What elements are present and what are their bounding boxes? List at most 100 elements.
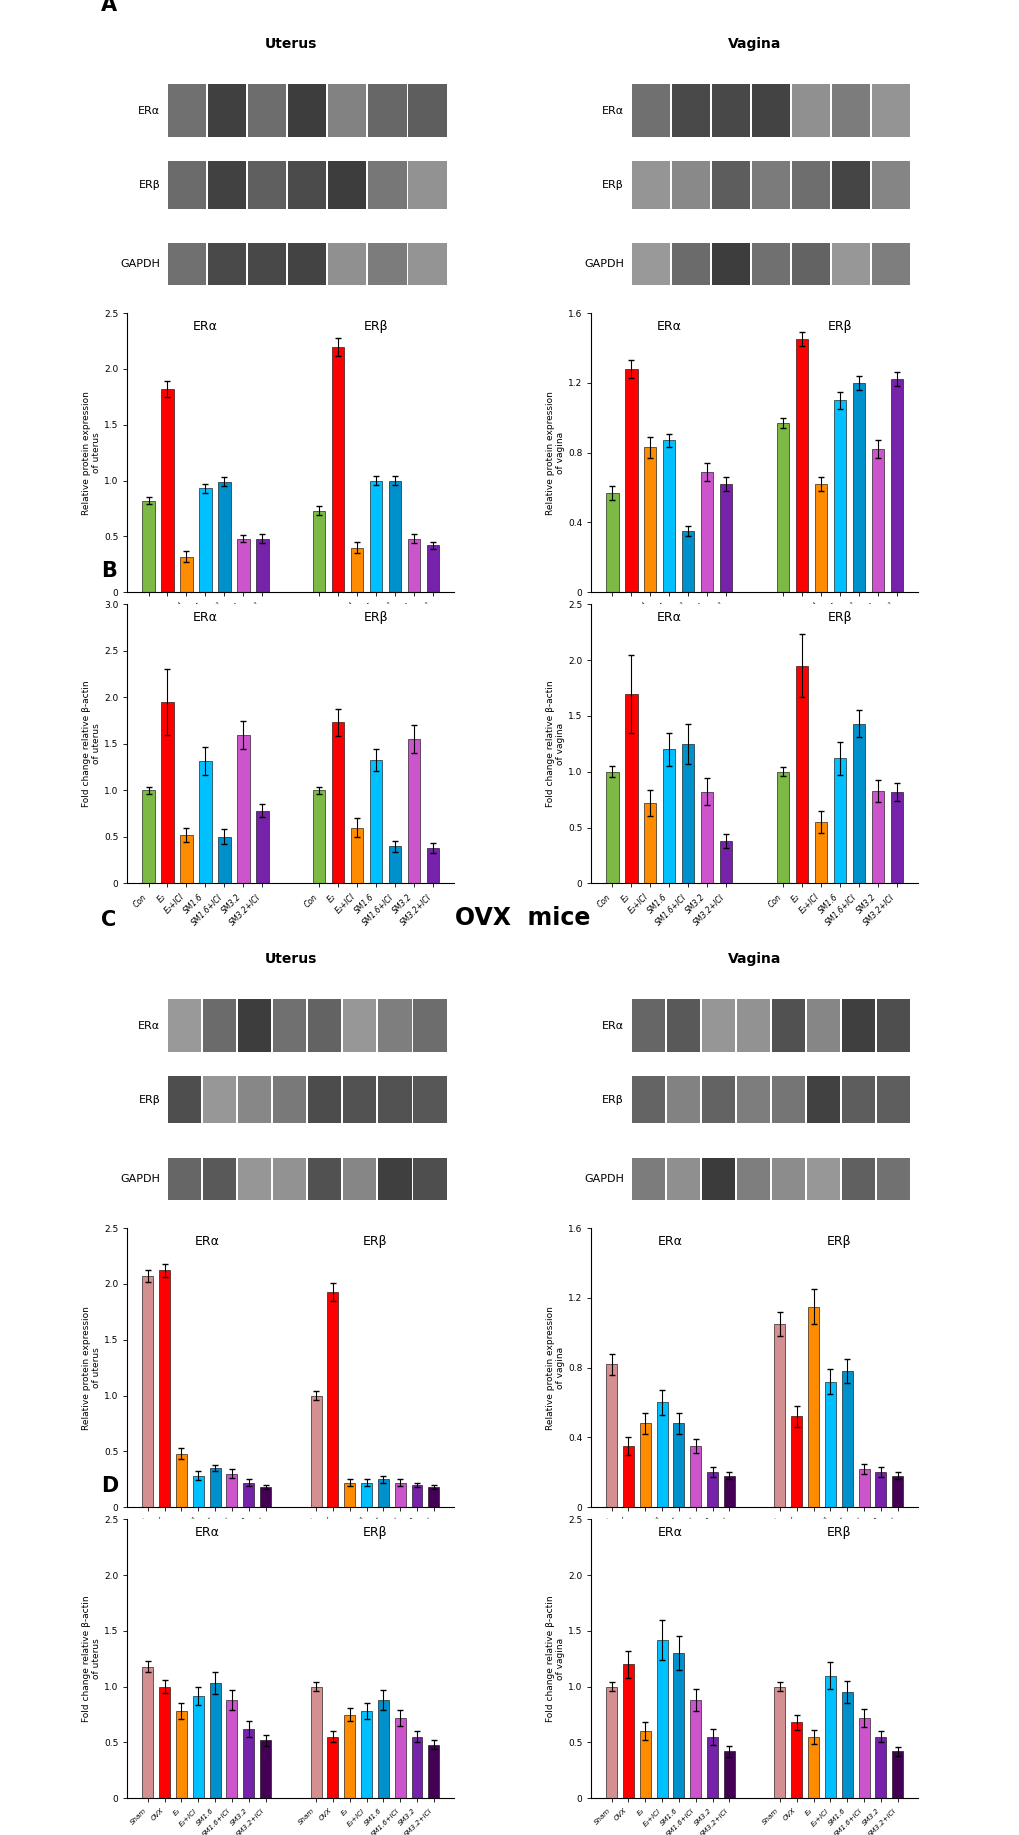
Bar (814, 484, 826, 593)
Bar (248, 84, 286, 138)
Bar (814, 822, 826, 883)
Bar (203, 1000, 235, 1051)
Bar (143, 1275, 153, 1507)
Bar (656, 1402, 667, 1507)
Bar (203, 1075, 235, 1123)
Bar (625, 694, 637, 883)
Text: ERα: ERα (193, 319, 218, 332)
Bar (378, 1158, 411, 1200)
Bar (411, 1485, 422, 1507)
Bar (806, 1000, 840, 1051)
Bar (605, 494, 618, 593)
Bar (378, 1000, 411, 1051)
Bar (226, 1699, 237, 1798)
Bar (666, 1075, 699, 1123)
Text: ERα: ERα (601, 1020, 624, 1031)
Bar (671, 84, 709, 138)
Bar (176, 1712, 186, 1798)
Bar (218, 483, 230, 593)
Bar (226, 1474, 237, 1507)
Bar (711, 161, 749, 209)
Bar (631, 242, 669, 284)
Bar (639, 1730, 650, 1798)
Bar (623, 1664, 634, 1798)
Bar (161, 389, 173, 593)
Bar (328, 84, 366, 138)
Bar (256, 539, 268, 593)
Y-axis label: Relative protein expression
of vagina: Relative protein expression of vagina (545, 391, 565, 514)
Bar (776, 424, 789, 593)
Bar (332, 347, 344, 593)
Bar (871, 791, 883, 883)
Bar (832, 242, 869, 284)
Bar (167, 84, 206, 138)
Text: GAPDH: GAPDH (120, 259, 160, 270)
Text: D: D (101, 1475, 118, 1496)
Bar (792, 84, 829, 138)
Bar (673, 1424, 684, 1507)
Bar (368, 84, 407, 138)
Bar (644, 804, 656, 883)
Bar (605, 1363, 616, 1507)
Bar (890, 793, 902, 883)
Text: ERα: ERα (194, 1235, 219, 1248)
Text: ERβ: ERβ (139, 180, 160, 189)
Text: ERβ: ERβ (364, 611, 388, 624)
Bar (167, 242, 206, 284)
Text: Vagina: Vagina (728, 952, 781, 965)
Bar (308, 1000, 341, 1051)
Text: ERα: ERα (657, 1235, 683, 1248)
Bar (892, 1475, 902, 1507)
Bar (723, 1751, 734, 1798)
Bar (237, 1158, 271, 1200)
Bar (751, 242, 790, 284)
Bar (159, 1686, 170, 1798)
Bar (736, 1075, 769, 1123)
Bar (218, 837, 230, 883)
Bar (824, 1675, 835, 1798)
Bar (193, 1696, 204, 1798)
Bar (773, 1325, 785, 1507)
Bar (210, 1683, 220, 1798)
Bar (776, 773, 789, 883)
Bar (328, 242, 366, 284)
Text: ERα: ERα (193, 611, 218, 624)
Bar (237, 734, 250, 883)
Bar (792, 242, 829, 284)
Text: ERβ: ERβ (363, 1525, 387, 1540)
Bar (841, 1371, 852, 1507)
Bar (413, 1158, 446, 1200)
Bar (625, 369, 637, 593)
Bar (370, 481, 382, 593)
Bar (193, 1475, 204, 1507)
Text: ERα: ERα (138, 1020, 160, 1031)
Bar (411, 1738, 422, 1798)
Y-axis label: Fold change relative β-actin
of vagina: Fold change relative β-actin of vagina (545, 1595, 565, 1721)
Bar (842, 1075, 874, 1123)
Bar (167, 1000, 201, 1051)
Bar (427, 545, 439, 593)
Text: Uterus: Uterus (264, 952, 317, 965)
Bar (143, 1666, 153, 1798)
Bar (143, 501, 155, 593)
Bar (313, 510, 325, 593)
Bar (343, 1483, 355, 1507)
Bar (871, 84, 910, 138)
Bar (273, 1158, 306, 1200)
Bar (273, 1000, 306, 1051)
Y-axis label: Relative protein expression
of vagina: Relative protein expression of vagina (545, 1307, 565, 1429)
Bar (199, 760, 211, 883)
Bar (428, 1745, 439, 1798)
Bar (378, 1075, 411, 1123)
Bar (237, 1000, 271, 1051)
Bar (773, 1686, 785, 1798)
Text: ERβ: ERβ (364, 319, 388, 332)
Bar (313, 791, 325, 883)
Bar (368, 242, 407, 284)
Bar (343, 1714, 355, 1798)
Text: Uterus: Uterus (264, 37, 317, 51)
Bar (806, 1075, 840, 1123)
Bar (208, 242, 246, 284)
Bar (700, 472, 712, 593)
Bar (858, 1468, 868, 1507)
